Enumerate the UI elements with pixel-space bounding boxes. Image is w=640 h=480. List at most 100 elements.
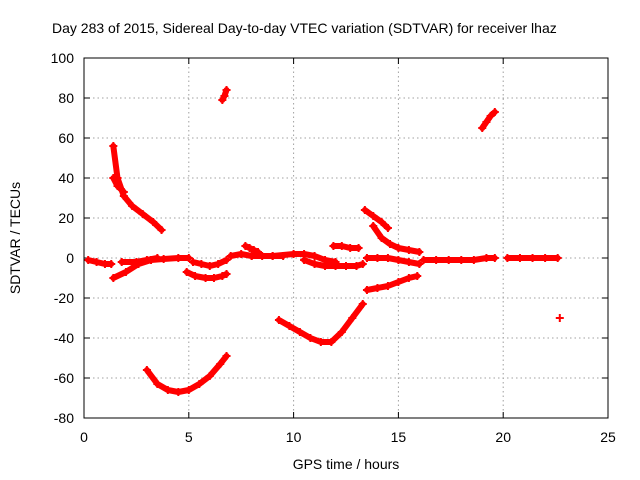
data-point bbox=[220, 92, 229, 100]
data-point bbox=[117, 258, 126, 266]
series-arc-around-zero-2 bbox=[247, 250, 340, 266]
data-point bbox=[383, 282, 392, 290]
data-point bbox=[354, 244, 363, 252]
data-point bbox=[404, 258, 413, 266]
y-tick-label: 40 bbox=[58, 170, 74, 186]
data-point bbox=[289, 250, 298, 258]
series-arc-rising-negative-mid bbox=[362, 272, 422, 294]
data-point bbox=[342, 262, 350, 270]
data-point bbox=[310, 260, 319, 268]
data-point bbox=[121, 268, 130, 276]
data-point bbox=[218, 272, 227, 280]
data-point bbox=[373, 254, 382, 262]
data-point bbox=[226, 252, 235, 260]
data-point bbox=[329, 242, 338, 250]
data-point bbox=[174, 254, 183, 262]
series-arc-flat-zero-end bbox=[503, 254, 562, 262]
data-point bbox=[149, 218, 158, 226]
data-point bbox=[358, 260, 367, 268]
x-tick-label: 5 bbox=[185, 429, 193, 445]
axis-ticks bbox=[83, 57, 609, 419]
data-point bbox=[285, 322, 294, 330]
series-arc-flat-zero-late bbox=[419, 254, 499, 264]
data-point bbox=[222, 270, 231, 278]
data-point bbox=[163, 386, 172, 394]
y-tick-labels: -80 -60 -40 -20 0 20 40 60 80 100 bbox=[51, 50, 75, 426]
series-arc-deep-trough bbox=[142, 352, 231, 396]
x-tick-label: 0 bbox=[80, 429, 88, 445]
data-point bbox=[346, 244, 355, 252]
data-point bbox=[153, 254, 162, 262]
series-arc-near-zero-mid bbox=[188, 256, 231, 270]
x-tick-label: 15 bbox=[391, 429, 407, 445]
data-point bbox=[132, 258, 141, 266]
y-tick-label: 0 bbox=[66, 250, 74, 266]
data-point bbox=[184, 386, 193, 394]
data-point bbox=[419, 256, 428, 264]
data-point bbox=[503, 254, 512, 262]
data-point bbox=[383, 254, 392, 262]
data-point bbox=[415, 248, 424, 256]
chart-title: Day 283 of 2015, Sidereal Day-to-day VTE… bbox=[52, 20, 557, 36]
data-point bbox=[237, 250, 246, 258]
series-arc-plateau-6 bbox=[329, 242, 363, 252]
data-point bbox=[432, 256, 441, 264]
data-point bbox=[404, 274, 413, 282]
data-point bbox=[316, 338, 325, 346]
data-point bbox=[478, 124, 487, 132]
data-point bbox=[486, 112, 495, 120]
data-point bbox=[394, 244, 403, 252]
data-point bbox=[109, 174, 118, 182]
data-point bbox=[394, 278, 403, 286]
data-point bbox=[358, 300, 367, 308]
data-point bbox=[306, 334, 315, 342]
data-point bbox=[182, 268, 191, 276]
data-point bbox=[377, 234, 386, 242]
data-point bbox=[268, 252, 277, 260]
data-point bbox=[331, 262, 340, 270]
data-point bbox=[128, 202, 137, 210]
data-point bbox=[109, 142, 118, 150]
series-point-isolated-end bbox=[555, 314, 564, 322]
data-point bbox=[352, 262, 361, 270]
y-tick-label: -20 bbox=[54, 290, 74, 306]
data-point bbox=[373, 284, 382, 292]
data-point bbox=[109, 274, 118, 282]
x-tick-label: 25 bbox=[600, 429, 616, 445]
data-point bbox=[295, 328, 304, 336]
data-point bbox=[188, 258, 197, 266]
series-arc-decay-high bbox=[109, 142, 166, 234]
data-point bbox=[555, 314, 564, 322]
data-point bbox=[337, 242, 346, 250]
y-tick-label: -60 bbox=[54, 370, 74, 386]
x-tick-label: 20 bbox=[495, 429, 511, 445]
data-point bbox=[321, 262, 330, 270]
data-point bbox=[191, 272, 200, 280]
data-point bbox=[214, 260, 223, 268]
series-arc-near-zero-early bbox=[84, 256, 116, 268]
data-point bbox=[195, 380, 204, 388]
data-point bbox=[444, 256, 453, 264]
data-point bbox=[541, 254, 550, 262]
plot-frame bbox=[83, 57, 609, 419]
x-axis-label: GPS time / hours bbox=[293, 456, 400, 472]
data-point bbox=[92, 258, 101, 266]
x-tick-labels: 0 5 10 15 20 25 bbox=[80, 429, 616, 445]
data-point bbox=[394, 256, 403, 264]
series-arc-short-bump bbox=[241, 242, 262, 256]
series-arc-around-zero-3 bbox=[300, 256, 367, 270]
series-line bbox=[143, 353, 230, 395]
data-point bbox=[113, 182, 122, 190]
y-tick-label: 80 bbox=[58, 90, 74, 106]
series-arc-flat-zero-mid bbox=[362, 254, 424, 268]
data-point bbox=[142, 256, 151, 264]
series-line bbox=[361, 207, 391, 231]
data-point bbox=[362, 286, 371, 294]
data-point bbox=[337, 328, 346, 336]
series-arc-decay-mid-1 bbox=[360, 206, 392, 232]
y-tick-label: 100 bbox=[51, 50, 75, 66]
data-point bbox=[184, 254, 193, 262]
data-point bbox=[142, 366, 151, 374]
data-point bbox=[197, 260, 206, 268]
data-point bbox=[205, 262, 214, 270]
